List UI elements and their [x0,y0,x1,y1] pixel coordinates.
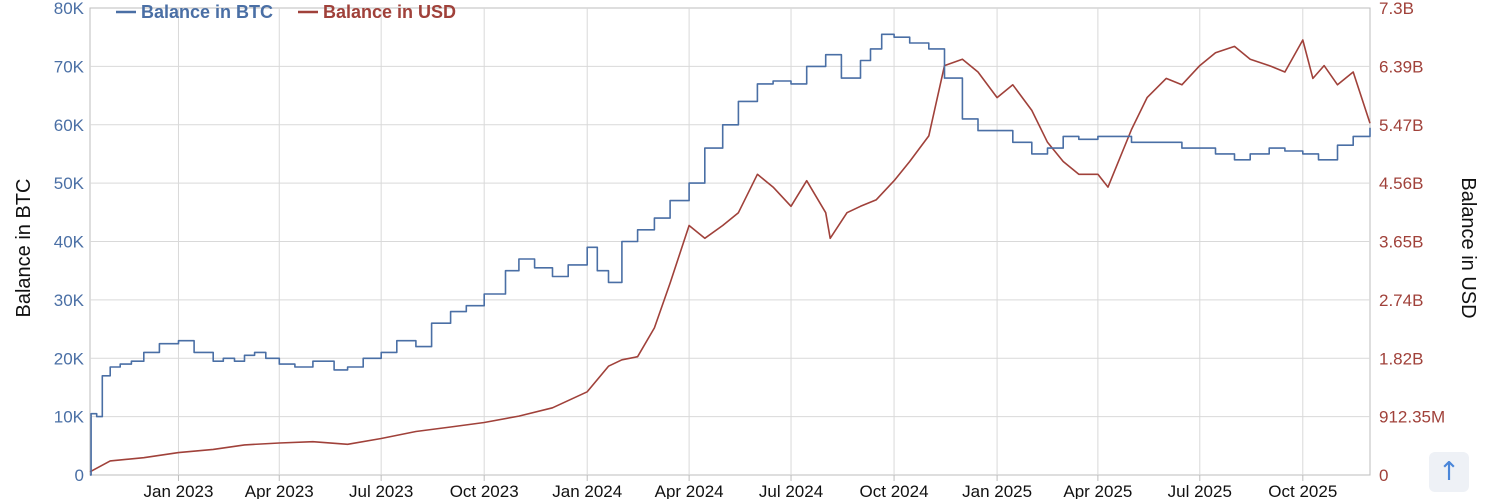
scroll-to-top-button[interactable]: ↑ [1429,452,1469,492]
y2-tick-label: 1.82B [1379,349,1423,368]
y-tick-label: 50K [54,174,85,193]
legend-label-usd[interactable]: Balance in USD [323,2,456,22]
y2-tick-label: 3.65B [1379,233,1423,252]
y-tick-label: 70K [54,57,85,76]
x-tick-label: Apr 2025 [1063,482,1132,499]
x-axis: Jan 2023 Apr 2023 Jul 2023 Oct 2023 Jan 2024… [143,475,1337,499]
y2-tick-label: 4.56B [1379,174,1423,193]
legend-label-btc[interactable]: Balance in BTC [141,2,273,22]
y-tick-label: 0 [75,466,84,485]
y-tick-label: 80K [54,0,85,18]
series-line-btc[interactable] [90,33,1371,476]
y-tick-label: 30K [54,291,85,310]
x-tick-label: Apr 2023 [245,482,314,499]
y-tick-label: 40K [54,233,85,252]
y2-tick-label: 2.74B [1379,291,1423,310]
legend: Balance in BTC Balance in USD [116,2,456,22]
y-tick-label: 20K [54,349,85,368]
x-tick-label: Jan 2023 [143,482,213,499]
series-line-usd[interactable] [89,39,1371,473]
y2-tick-label: 0 [1379,466,1388,485]
x-tick-label: Oct 2025 [1268,482,1337,499]
y-axis-title: Balance in BTC [13,179,35,318]
x-tick-label: Jul 2023 [349,482,413,499]
arrow-up-icon: ↑ [1438,457,1460,487]
y-axis-left: 0 10K 20K 30K 40K 50K 60K 70K 80K [54,0,85,485]
y2-tick-label: 7.3B [1379,0,1414,18]
x-tick-label: Jul 2025 [1168,482,1232,499]
series-layer [89,33,1371,476]
y-tick-label: 10K [54,408,85,427]
x-tick-label: Jan 2025 [962,482,1032,499]
x-tick-label: Jul 2024 [759,482,823,499]
y-tick-label: 60K [54,116,85,135]
y2-tick-label: 6.39B [1379,57,1423,76]
x-tick-label: Oct 2023 [450,482,519,499]
x-tick-label: Oct 2024 [860,482,929,499]
y2-tick-label: 5.47B [1379,116,1423,135]
x-tick-label: Apr 2024 [655,482,724,499]
grid [89,7,1371,476]
y-axis-right: 0 912.35M 1.82B 2.74B 3.65B 4.56B 5.47B 6.39B 7.… [1379,0,1445,485]
y2-axis-title: Balance in USD [1457,177,1479,318]
x-tick-label: Jan 2024 [552,482,622,499]
y2-tick-label: 912.35M [1379,408,1445,427]
